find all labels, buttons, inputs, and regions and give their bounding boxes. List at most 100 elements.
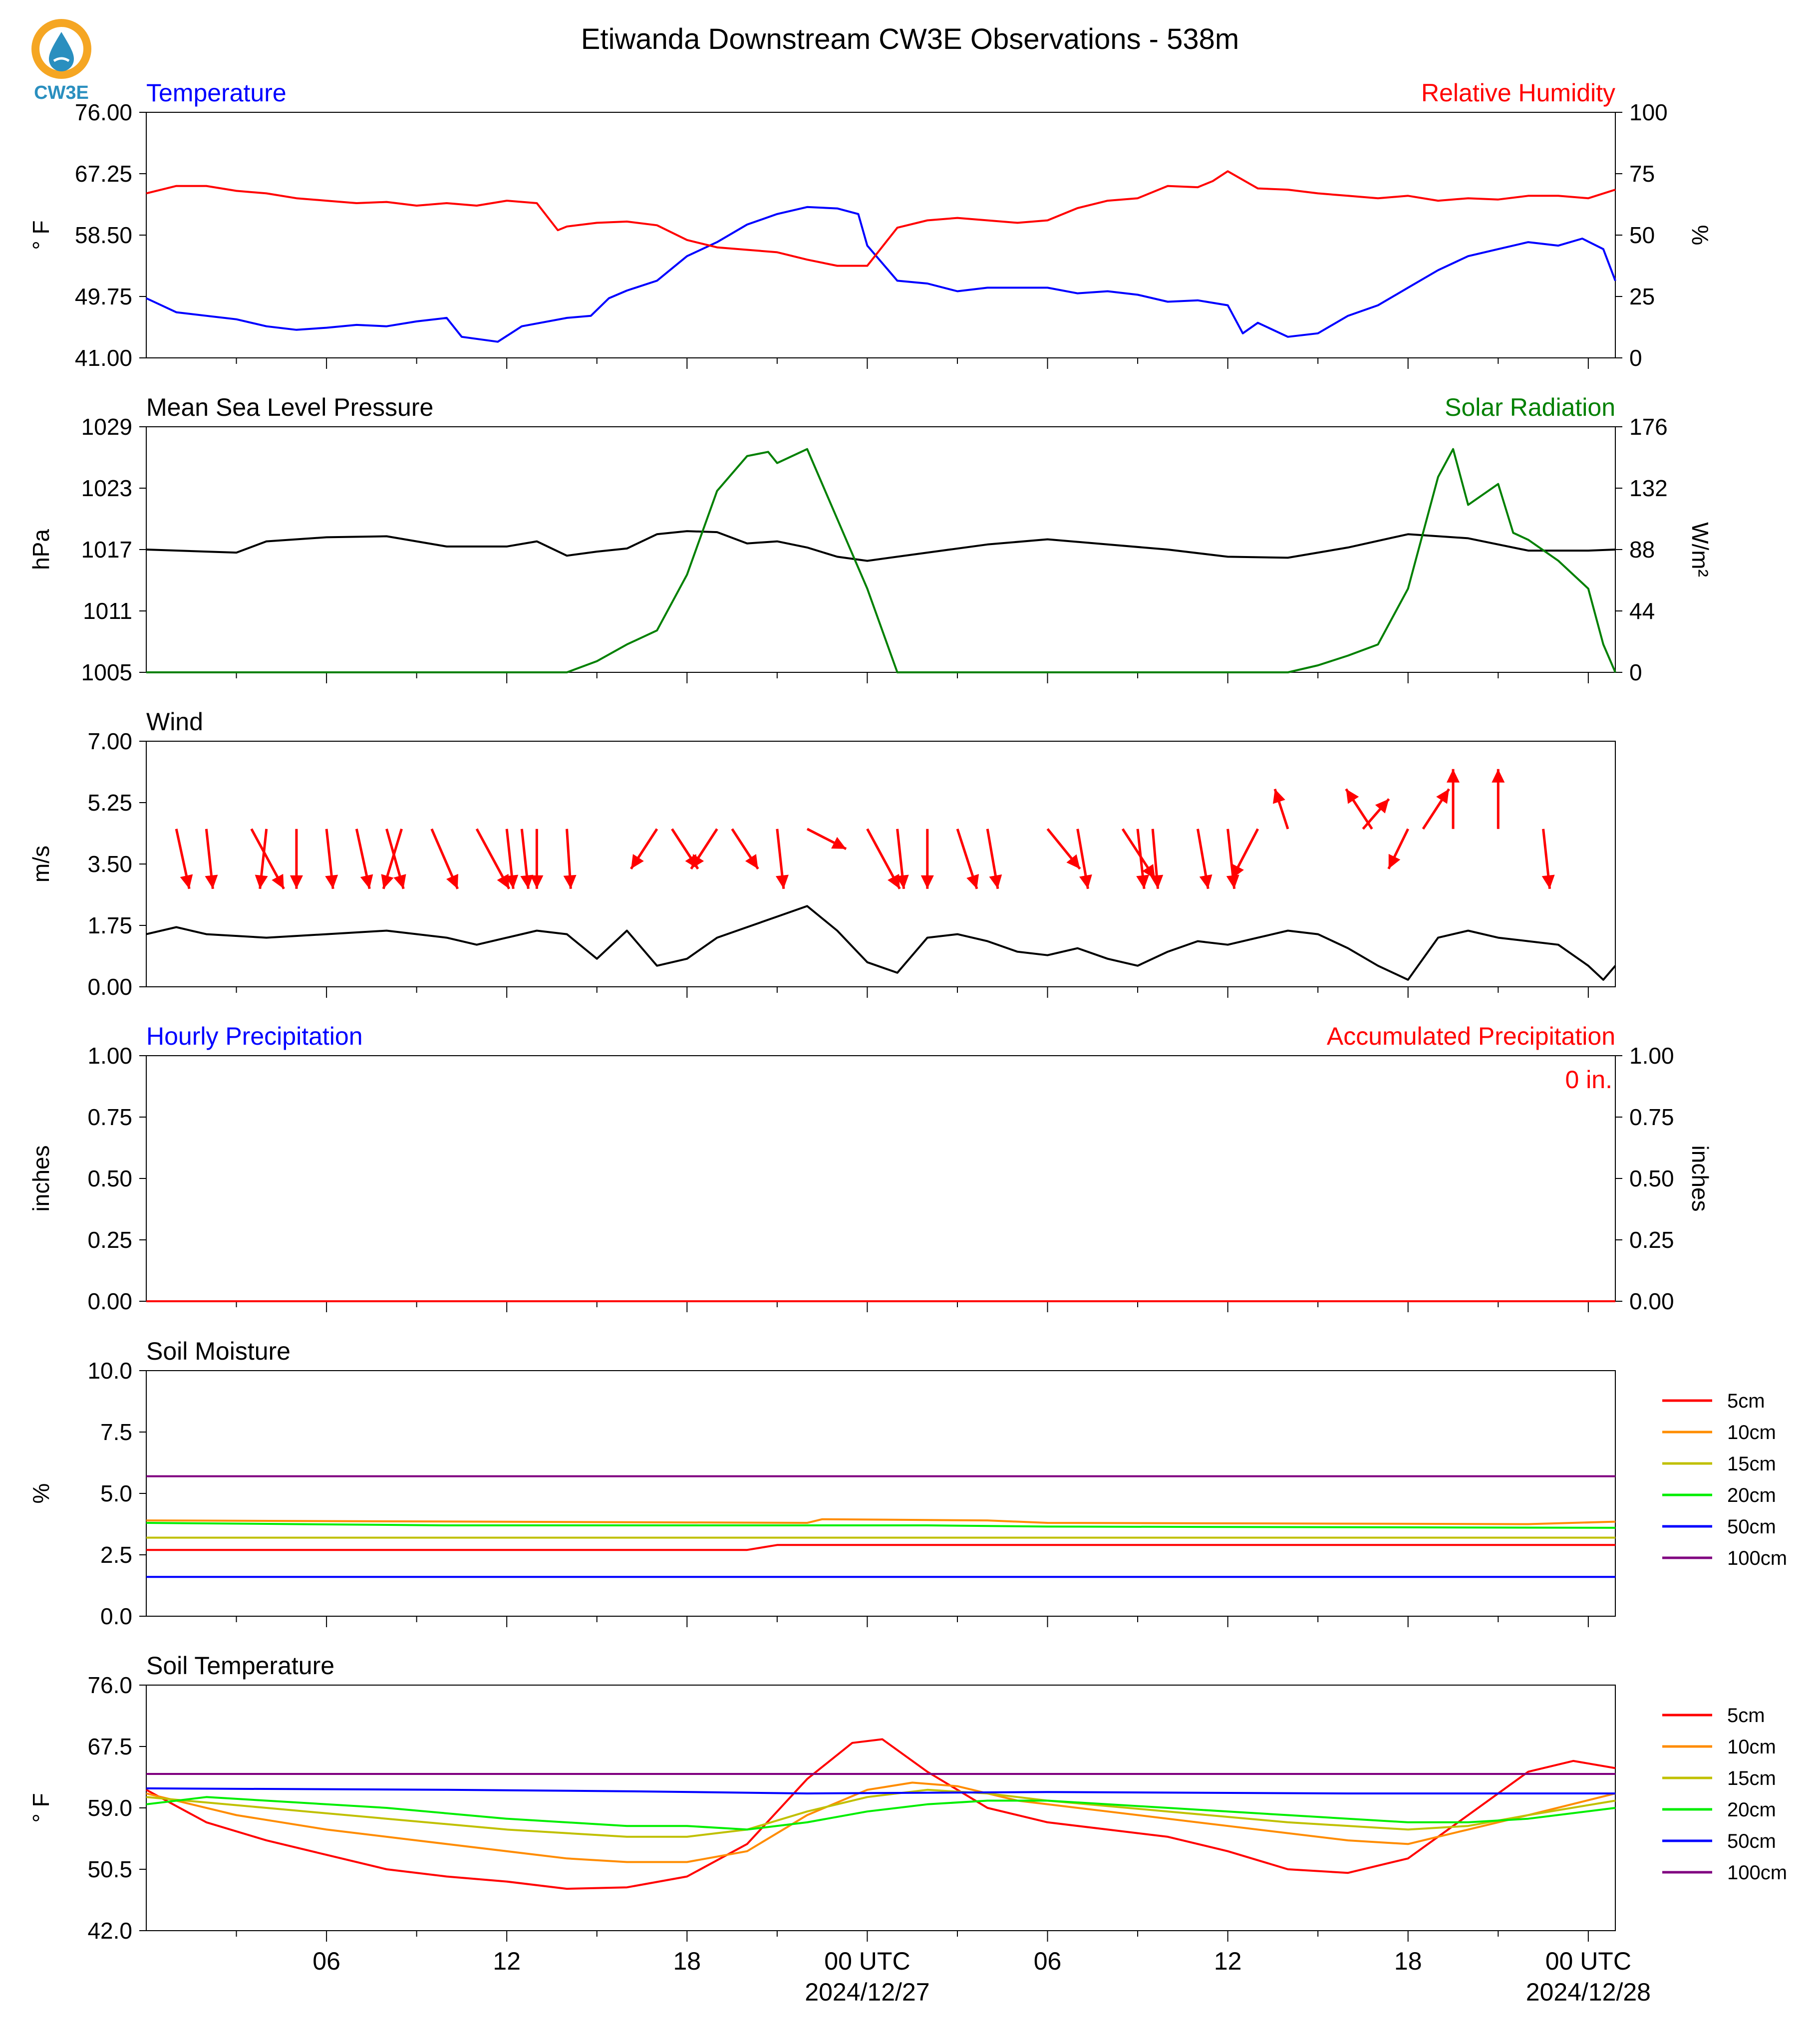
- wind-arrow-head: [272, 873, 284, 889]
- panel-title-left: Wind: [146, 708, 203, 736]
- logo-text: CW3E: [34, 82, 89, 103]
- wind-arrow-head: [1436, 789, 1449, 804]
- plot-frame: [146, 1685, 1616, 1931]
- y-tick-label-left: 7.00: [87, 728, 132, 754]
- panel-precip: Hourly Precipitation Accumulated Precipit…: [28, 1022, 1713, 1314]
- wind-arrow-head: [989, 874, 1002, 889]
- y-tick-label-right: 44: [1629, 598, 1655, 624]
- y-tick-label-left: 1017: [81, 537, 132, 563]
- y-tick-label-left: 58.50: [75, 222, 132, 248]
- y-tick-label-left: 3.50: [87, 851, 132, 877]
- x-tick-label: 00 UTC: [824, 1947, 910, 1975]
- series-line-20cm: [146, 1522, 1616, 1529]
- wind-arrow-head: [205, 874, 218, 889]
- legend-label-5cm: 5cm: [1727, 1390, 1765, 1412]
- y-tick-label-left: 0.25: [87, 1227, 132, 1253]
- legend-label-10cm: 10cm: [1727, 1422, 1776, 1444]
- series-line-50cm: [146, 1787, 1615, 1795]
- legend-label-20cm: 20cm: [1727, 1799, 1776, 1821]
- y-tick-label-left: 41.00: [75, 345, 132, 371]
- series-line-0: [146, 905, 1616, 981]
- y-tick-label-left: 50.5: [87, 1856, 132, 1882]
- y-tick-label-left: 0.75: [87, 1104, 132, 1130]
- panel-soil_temp: Soil Temperature 76.0 67.5 59.0 50.5 42.0 ° F 5…: [28, 1652, 1787, 1944]
- series-line-0: [146, 530, 1616, 562]
- y-axis-label-right: W/m²: [1687, 522, 1713, 577]
- wind-arrow-head: [563, 874, 577, 889]
- wind-arrow-head: [691, 854, 704, 869]
- wind-arrow-head: [520, 874, 534, 889]
- x-tick-label: 18: [673, 1947, 701, 1975]
- y-tick-label-left: 1011: [83, 598, 132, 624]
- x-tick-label: 06: [312, 1947, 340, 1975]
- y-axis-label-left: ° F: [28, 1793, 54, 1822]
- legend-label-100cm: 100cm: [1727, 1547, 1787, 1569]
- wind-arrow-head: [393, 874, 406, 889]
- y-tick-label-left: 7.5: [100, 1419, 132, 1445]
- series-line-1: [146, 448, 1616, 673]
- panel-soil_moisture: Soil Moisture 10.0 7.5 5.0 2.5 0.0% 5cm 10cm 15c…: [28, 1337, 1787, 1629]
- y-tick-label-left: 1.00: [87, 1043, 132, 1069]
- panel-title-right: Solar Radiation: [1445, 393, 1615, 421]
- panel-pressure_solar: Mean Sea Level Pressure Solar Radiation 10…: [28, 393, 1713, 685]
- wind-arrow-head: [1272, 789, 1285, 804]
- wind-arrow-head: [1136, 874, 1150, 889]
- x-tick-label: 12: [1214, 1947, 1242, 1975]
- panel-temp_rh: Temperature Relative Humidity 76.00 67.25 58…: [28, 79, 1713, 371]
- y-axis-label-left: %: [28, 1483, 54, 1504]
- legend-label-15cm: 15cm: [1727, 1767, 1776, 1789]
- y-tick-label-right: 0: [1629, 345, 1642, 371]
- wind-arrow-head: [1231, 864, 1244, 879]
- y-tick-label-left: 1005: [81, 659, 132, 685]
- y-tick-label-left: 67.25: [75, 161, 132, 187]
- legend-label-5cm: 5cm: [1727, 1705, 1765, 1727]
- wind-arrow-head: [966, 873, 979, 889]
- y-axis-label-left: hPa: [28, 529, 54, 570]
- wind-arrow-head: [1346, 789, 1359, 804]
- y-tick-label-left: 42.0: [87, 1918, 132, 1944]
- panel-title-left: Soil Temperature: [146, 1652, 334, 1680]
- legend-label-50cm: 50cm: [1727, 1830, 1776, 1852]
- wind-arrow-head: [530, 875, 544, 889]
- wind-arrow-head: [831, 837, 847, 849]
- y-tick-label-left: 10.0: [87, 1358, 132, 1384]
- wind-arrow-head: [888, 873, 900, 889]
- y-tick-label-left: 1.75: [87, 912, 132, 938]
- y-tick-label-left: 76.00: [75, 99, 132, 125]
- wind-arrow-head: [505, 874, 519, 889]
- panel-title-right: Accumulated Precipitation: [1327, 1022, 1615, 1050]
- panel-title-left: Hourly Precipitation: [146, 1022, 363, 1050]
- y-axis-label-left: inches: [28, 1146, 54, 1212]
- cw3e-logo: CW3E: [24, 18, 99, 103]
- y-tick-label-right: 75: [1629, 161, 1655, 187]
- series-line-5cm: [146, 1738, 1616, 1890]
- y-tick-label-right: 88: [1629, 537, 1655, 563]
- plot-frame: [146, 426, 1616, 673]
- y-tick-label-right: 50: [1629, 222, 1655, 248]
- legend-label-20cm: 20cm: [1727, 1484, 1776, 1506]
- legend-label-10cm: 10cm: [1727, 1736, 1776, 1758]
- wind-arrow-head: [360, 874, 373, 889]
- y-tick-label-left: 1023: [81, 475, 132, 501]
- panel-title-left: Mean Sea Level Pressure: [146, 393, 433, 421]
- wind-arrow-head: [180, 874, 193, 889]
- panel-wind: Wind 7.00 5.25 3.50 1.75 0.00 m/s: [28, 708, 1616, 1000]
- y-tick-label-right: 0.00: [1629, 1288, 1674, 1314]
- wind-arrow-head: [446, 873, 458, 889]
- wind-arrow-head: [255, 874, 268, 889]
- x-date-label: 2024/12/27: [805, 1978, 929, 2006]
- y-tick-label-left: 0.00: [87, 974, 132, 1000]
- x-date-label: 2024/12/28: [1526, 1978, 1651, 2006]
- wind-arrow-head: [1199, 874, 1213, 889]
- y-tick-label-left: 0.00: [87, 1288, 132, 1314]
- series-line-10cm: [146, 1781, 1616, 1863]
- y-tick-label-left: 2.5: [100, 1542, 132, 1568]
- chart-panels: Temperature Relative Humidity76.0067.2558…: [28, 79, 1787, 2006]
- series-line-1: [146, 170, 1616, 267]
- wind-arrow-head: [775, 874, 789, 889]
- y-tick-label-right: 0.75: [1629, 1104, 1674, 1130]
- wind-arrow-head: [1388, 854, 1401, 869]
- y-tick-label-left: 49.75: [75, 284, 132, 309]
- series-line-20cm: [146, 1796, 1616, 1831]
- wind-arrow-head: [920, 875, 934, 889]
